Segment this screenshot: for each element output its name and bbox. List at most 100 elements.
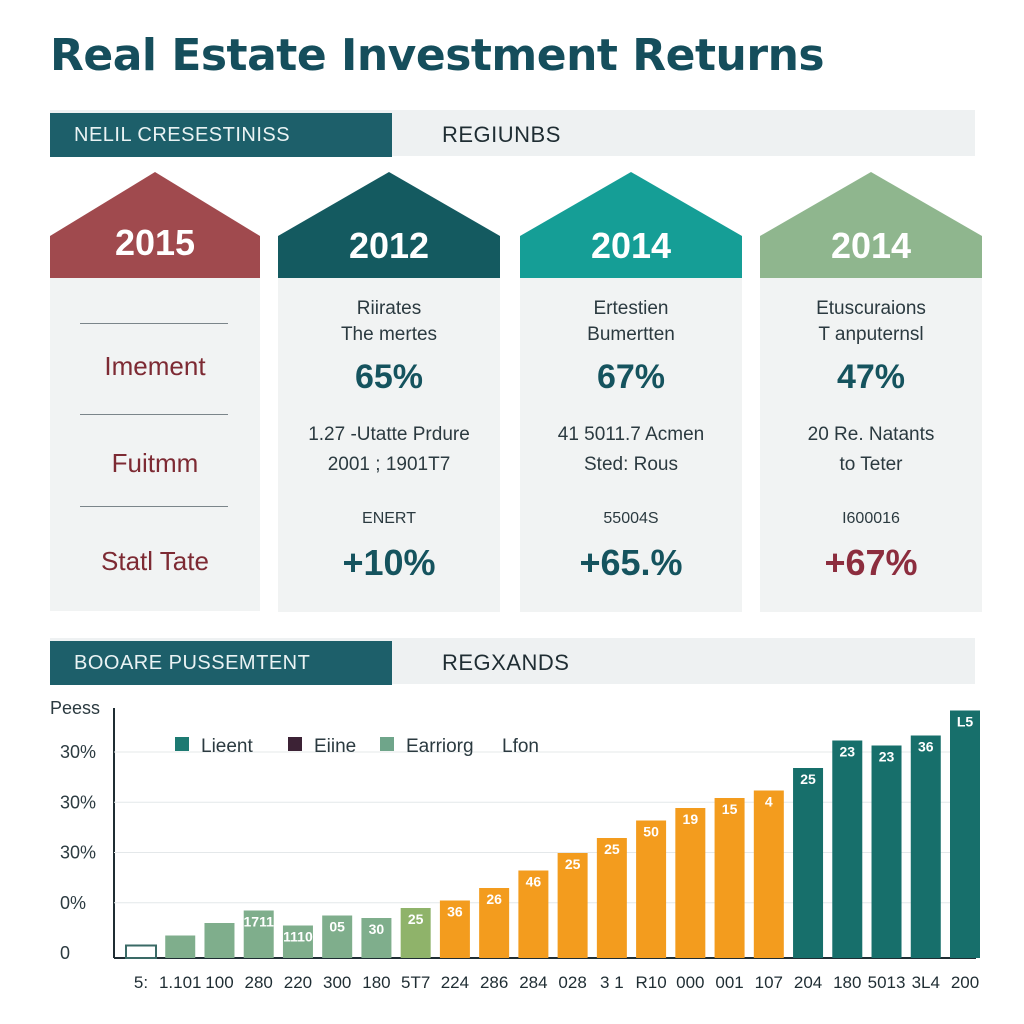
bar-chart: Peess 0 0% 30% 30% 30% 1711 1110 05 30 25 36 26 46 2… [50, 698, 980, 992]
x-tick-label: R10 [636, 973, 667, 992]
year-column-1: 2012 Riirates The mertes 65% 1.27 -Utatt… [278, 172, 500, 612]
row-label-3: Statl Tate [101, 546, 209, 576]
bar [636, 820, 667, 958]
section-tag: BOOARE PUSSEMTENT [50, 641, 392, 685]
bar [871, 745, 902, 958]
bar [479, 888, 510, 958]
column-line-1: Ertestien [593, 298, 669, 319]
x-tick-label: 284 [519, 973, 547, 992]
left-panel-roof: 2015 [50, 172, 260, 278]
legend-swatch [175, 737, 189, 751]
bar-value-label: L5 [957, 714, 974, 730]
column-detail-1: 41 5011.7 Acmen [557, 424, 705, 445]
bar-value-label: 25 [604, 841, 620, 857]
x-tick-label: 107 [755, 973, 783, 992]
section-label: REGXANDS [442, 650, 570, 675]
x-tick-label: 100 [205, 973, 233, 992]
x-tick-label: 028 [558, 973, 586, 992]
y-tick-label: 30% [60, 843, 96, 863]
x-tick-label: 180 [362, 973, 390, 992]
column-line-2: T anputernsl [818, 324, 924, 345]
legend-label: Lfon [502, 736, 539, 757]
bar-value-label: 1110 [283, 929, 313, 945]
bar [832, 740, 863, 958]
column-percent: 65% [354, 358, 424, 396]
column-change: +65.% [579, 542, 683, 583]
column-body: Etuscuraions T anputernsl 47% 20 Re. Nat… [760, 278, 982, 612]
bar-value-label: 50 [643, 824, 659, 840]
bar [322, 915, 353, 958]
bar [557, 853, 588, 958]
divider [80, 414, 228, 415]
column-small-label: ENERT [362, 510, 416, 527]
bar-value-label: 36 [447, 904, 463, 920]
legend-label: Lieent [201, 736, 253, 757]
column-year: 2014 [590, 225, 672, 266]
section-header-chart: BOOARE PUSSEMTENT REGXANDS [50, 638, 975, 685]
bar [910, 735, 941, 958]
bar-value-label: 23 [839, 744, 855, 760]
year-column-2: 2014 Ertestien Bumertten 67% 41 5011.7 A… [520, 172, 742, 612]
x-tick-label: 200 [951, 973, 979, 992]
x-tick-label: 5013 [868, 973, 906, 992]
legend-swatch [380, 737, 394, 751]
x-tick-label: 001 [715, 973, 743, 992]
x-tick-label: 286 [480, 973, 508, 992]
bar [282, 925, 313, 958]
bar [361, 918, 392, 958]
bar-value-label: 19 [683, 811, 699, 827]
bar [753, 790, 784, 958]
bar-value-label: 30 [369, 921, 385, 937]
x-tick-label: 1.101 [159, 973, 202, 992]
bar [400, 908, 431, 958]
bar-value-label: 4 [765, 794, 773, 810]
page-title: Real Estate Investment Returns [50, 30, 825, 81]
column-body: Riirates The mertes 65% 1.27 -Utatte Prd… [278, 278, 500, 612]
column-year: 2014 [830, 225, 912, 266]
bar-value-label: 25 [408, 911, 424, 927]
left-panel-year: 2015 [115, 222, 195, 263]
bar-value-label: 25 [565, 856, 581, 872]
row-label-2: Fuitmm [111, 448, 199, 478]
bar-value-label: 23 [879, 749, 895, 765]
bar [950, 710, 980, 958]
column-roof [278, 172, 500, 278]
bar-value-label: 26 [486, 891, 502, 907]
column-roof [760, 172, 982, 278]
column-detail-2: Sted: Rous [584, 454, 678, 475]
bar [675, 808, 706, 958]
column-line-1: Riirates [356, 298, 422, 319]
bar [165, 935, 196, 958]
x-tick-label: 3L4 [912, 973, 940, 992]
section-tag: NELIL CRESESTINISS [50, 113, 392, 157]
bar-value-label: 46 [526, 874, 542, 890]
x-tick-label: 220 [284, 973, 312, 992]
x-tick-label: 3 1 [600, 973, 624, 992]
column-body: Ertestien Bumertten 67% 41 5011.7 Acmen … [520, 278, 742, 612]
y-axis-title: Peess [50, 698, 100, 718]
y-tick-label: 0 [60, 943, 70, 963]
x-tick-label: 204 [794, 973, 822, 992]
x-tick-label: 5: [134, 973, 148, 992]
column-small-label: I600016 [842, 510, 900, 527]
column-roof [520, 172, 742, 278]
x-tick-label: 180 [833, 973, 861, 992]
bar [204, 923, 235, 958]
year-column-3: 2014 Etuscuraions T anputernsl 47% 20 Re… [760, 172, 982, 612]
legend-swatch [288, 737, 302, 751]
bar [439, 900, 470, 958]
column-change: +10% [342, 542, 436, 583]
bar-value-label: 05 [329, 919, 345, 935]
section-label: REGIUNBS [442, 122, 561, 147]
column-detail-2: to Teter [839, 454, 903, 475]
bar [596, 838, 627, 958]
bar [125, 944, 157, 959]
divider [80, 323, 228, 324]
bar-value-label: 36 [918, 739, 934, 755]
row-label-1: Imement [104, 351, 206, 381]
column-percent: 47% [836, 358, 906, 396]
x-tick-label: 000 [676, 973, 704, 992]
bar-value-label: 1711 [244, 914, 275, 930]
column-line-2: Bumertten [587, 324, 675, 345]
x-tick-label: 300 [323, 973, 351, 992]
